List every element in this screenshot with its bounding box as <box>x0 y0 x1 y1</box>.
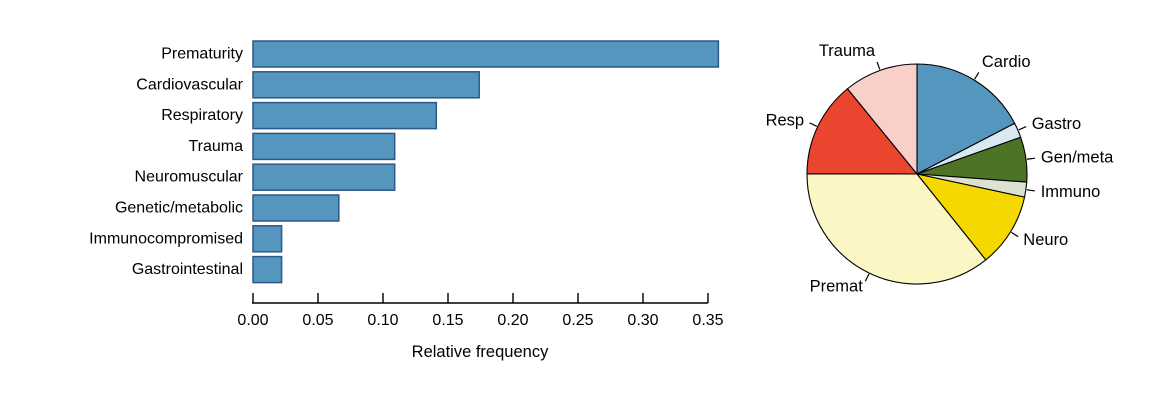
x-tick-label: 0.15 <box>432 312 463 329</box>
x-tick-label: 0.05 <box>302 312 333 329</box>
pie-label-gastro: Gastro <box>1032 115 1082 133</box>
bar-immunocompromised <box>252 225 283 253</box>
pie-label-neuro: Neuro <box>1023 231 1068 249</box>
bar-cardiovascular <box>252 71 480 99</box>
x-axis-title: Relative frequency <box>412 343 549 361</box>
pie-label-trauma: Trauma <box>819 42 876 60</box>
pie-slice-labels: Cardio Gastro Gen/meta Immuno Neuro Premat Res… <box>766 42 1115 295</box>
pie-slice-neuro <box>916 173 1026 261</box>
bar-gastrointestinal <box>252 255 283 284</box>
leader-tick-resp <box>809 122 818 127</box>
x-tick-label: 0.10 <box>367 312 398 329</box>
pie-label-cardio: Cardio <box>982 53 1031 71</box>
bar-prematurity <box>252 40 720 68</box>
leader-tick-gen-meta <box>1026 157 1036 160</box>
pie-slice-resp <box>806 88 918 175</box>
bar-label-gastrointestinal: Gastrointestinal <box>132 261 243 278</box>
leader-tick-gastro <box>1018 126 1027 131</box>
pie-slice-trauma <box>846 63 918 175</box>
leader-tick-trauma <box>876 61 881 70</box>
bar-label-cardiovascular: Cardiovascular <box>136 76 243 93</box>
bar-trauma <box>252 132 396 161</box>
bar-chart: 0.00 0.05 0.10 0.15 0.20 0.25 0.30 0.35 Prematu… <box>89 40 724 361</box>
pie-label-gen-meta: Gen/meta <box>1041 148 1114 166</box>
bar-label-genetic-metabolic: Genetic/metabolic <box>115 200 243 217</box>
leader-tick-cardio <box>974 71 980 80</box>
x-tick-label: 0.20 <box>497 312 528 329</box>
bar-respiratory <box>252 101 438 130</box>
x-axis: 0.00 0.05 0.10 0.15 0.20 0.25 0.30 0.35 <box>237 293 724 329</box>
bar-label-respiratory: Respiratory <box>161 107 243 124</box>
x-tick-label: 0.30 <box>627 312 658 329</box>
bar-label-neuromuscular: Neuromuscular <box>135 169 244 186</box>
x-tick-label: 0.00 <box>237 312 268 329</box>
pie-label-premat: Premat <box>810 278 864 296</box>
bar-series <box>252 40 720 284</box>
bar-genetic-metabolic <box>252 194 340 222</box>
pie-slices <box>806 63 1028 285</box>
pie-chart: Cardio Gastro Gen/meta Immuno Neuro Premat Res… <box>766 42 1115 295</box>
x-tick-label: 0.35 <box>692 312 723 329</box>
bar-label-trauma: Trauma <box>188 138 243 155</box>
bar-label-prematurity: Prematurity <box>161 46 243 63</box>
bar-neuromuscular <box>252 163 396 191</box>
category-labels: Prematurity Cardiovascular Respiratory Trau… <box>89 46 244 279</box>
pie-label-resp: Resp <box>766 111 805 129</box>
leader-tick-immuno <box>1026 189 1035 192</box>
pie-slice-cardio <box>916 63 1016 175</box>
leader-tick-neuro <box>1011 231 1019 238</box>
pie-leader-ticks <box>809 61 1036 282</box>
pie-slice-premat <box>806 173 987 285</box>
bar-label-immunocompromised: Immunocompromised <box>89 230 243 247</box>
x-tick-label: 0.25 <box>562 312 593 329</box>
pie-label-immuno: Immuno <box>1041 183 1101 201</box>
leader-tick-premat <box>864 273 870 282</box>
